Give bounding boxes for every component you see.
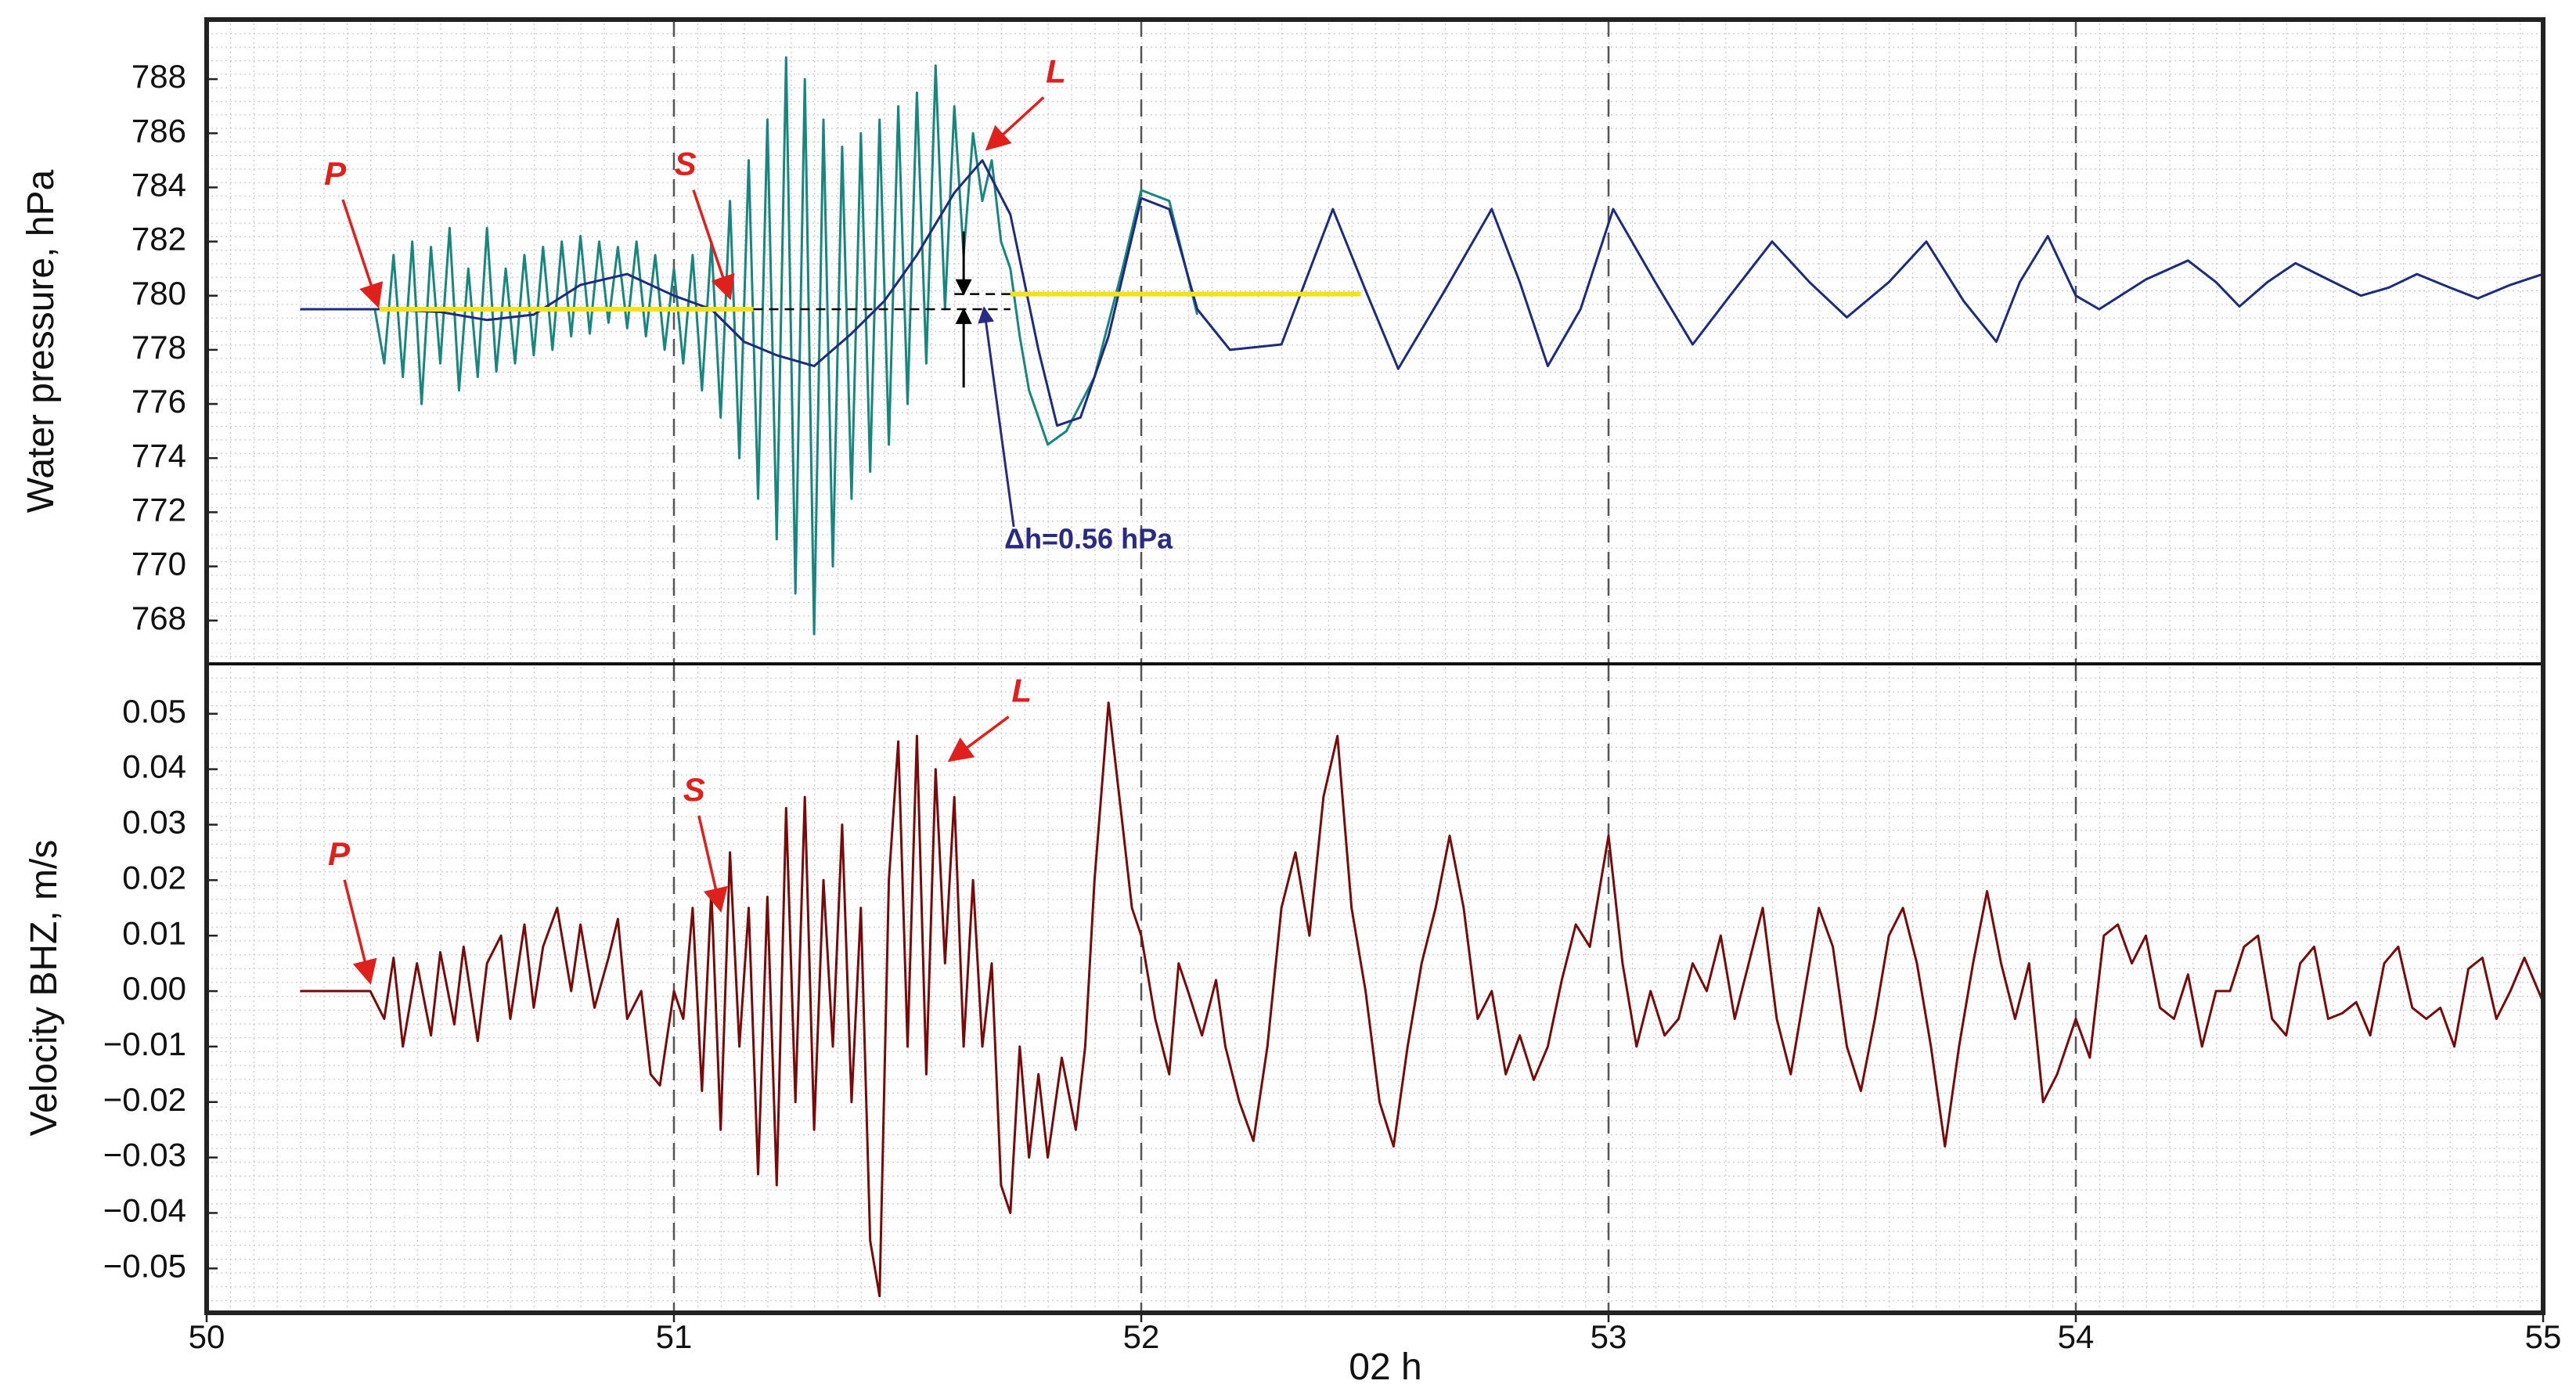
delta-label: Δh=0.56 hPa bbox=[1004, 523, 1173, 555]
delta-pointer bbox=[978, 306, 1015, 528]
y-tick-label: 788 bbox=[132, 58, 186, 95]
y-tick-label: 770 bbox=[132, 546, 186, 582]
annotation-arrow bbox=[697, 815, 728, 913]
panel-data bbox=[300, 701, 2543, 1298]
y-tick-label: 774 bbox=[132, 437, 186, 474]
data-line bbox=[300, 159, 2543, 427]
y-tick-label: 0.00 bbox=[122, 970, 186, 1007]
y-tick-label: −0.03 bbox=[103, 1137, 186, 1173]
annotation-arrow bbox=[692, 189, 735, 301]
panel-data bbox=[300, 56, 2543, 636]
plot-layer: 768 770 772 774 776 778 780 782 784 786 788 P S L Δh=0… bbox=[103, 20, 2562, 1355]
y-tick-label: 778 bbox=[132, 329, 186, 366]
y-axis-title: Water pressure, hPa bbox=[20, 170, 62, 514]
annotation-label: L bbox=[1011, 672, 1032, 709]
annotation-label: S bbox=[683, 771, 705, 808]
x-tick-label: 51 bbox=[656, 1318, 693, 1355]
y-tick-label: 0.01 bbox=[122, 914, 186, 951]
y-tick-label: 786 bbox=[132, 112, 186, 149]
y-tick-label: −0.04 bbox=[103, 1192, 186, 1229]
y-tick-label: −0.01 bbox=[103, 1026, 186, 1062]
annotation-arrow bbox=[947, 716, 1010, 762]
x-tick-label: 54 bbox=[2058, 1318, 2095, 1355]
y-tick-label: 780 bbox=[132, 275, 186, 312]
annotation-label: P bbox=[328, 835, 351, 872]
annotation-arrow bbox=[985, 96, 1045, 151]
y-tick-label: −0.02 bbox=[103, 1081, 186, 1118]
y-tick-label: −0.05 bbox=[103, 1247, 186, 1284]
annotation-arrow bbox=[343, 879, 377, 986]
y-tick-label: 0.04 bbox=[122, 748, 186, 785]
y-axis-title: Velocity BHZ, m/s bbox=[23, 840, 65, 1137]
annotation-label: P bbox=[324, 155, 347, 192]
data-line bbox=[373, 56, 1199, 636]
y-tick-label: 776 bbox=[132, 383, 186, 420]
x-tick-label: 55 bbox=[2525, 1318, 2562, 1355]
x-tick-label: 53 bbox=[1591, 1318, 1627, 1355]
plot-frame bbox=[204, 17, 2545, 1315]
y-tick-label: 0.02 bbox=[122, 859, 186, 896]
y-tick-label: 768 bbox=[132, 600, 186, 636]
y-tick-label: 0.03 bbox=[122, 804, 186, 841]
annotation-label: S bbox=[675, 146, 697, 182]
x-tick-label: 50 bbox=[189, 1318, 225, 1355]
y-tick-label: 782 bbox=[132, 221, 186, 258]
annotation-label: L bbox=[1046, 53, 1066, 90]
y-tick-label: 772 bbox=[132, 491, 186, 528]
x-tick-label: 52 bbox=[1123, 1318, 1160, 1355]
y-tick-label: 784 bbox=[132, 166, 186, 203]
x-axis-title: 02 h bbox=[1349, 1346, 1421, 1388]
annotation-arrow bbox=[341, 199, 384, 308]
data-line bbox=[300, 701, 2543, 1298]
minor-grid bbox=[207, 20, 2543, 1313]
y-tick-label: 0.05 bbox=[122, 693, 186, 730]
